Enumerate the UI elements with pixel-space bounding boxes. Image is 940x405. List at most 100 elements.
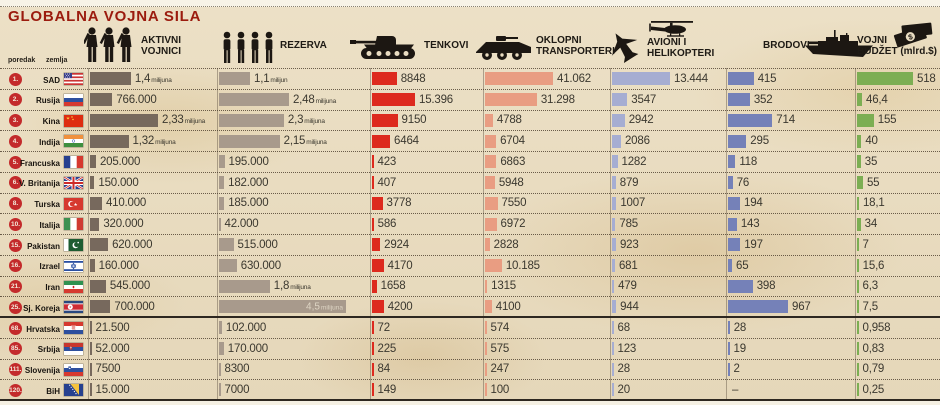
transp-value: 6972 — [500, 218, 526, 231]
air-value: 13.444 — [674, 72, 708, 85]
air-cell: 2942 — [612, 111, 654, 131]
tanks-cell: 72 — [372, 318, 390, 338]
air-cell: 785 — [612, 214, 638, 234]
column-separator — [483, 68, 484, 400]
transp-value: 31.298 — [540, 93, 575, 106]
ships-value: – — [732, 383, 739, 396]
air-bar — [612, 321, 614, 335]
reserve-value: 515.000 — [237, 238, 278, 251]
column-separator — [88, 68, 89, 400]
tanks-bar — [372, 362, 374, 376]
transp-value: 5948 — [498, 176, 524, 189]
ships-cell: 118 — [728, 152, 757, 172]
ships-value: 2 — [733, 363, 740, 376]
transp-bar — [485, 72, 553, 86]
active-cell: 620.000 — [90, 235, 152, 255]
budget-column-header: VOJNI BUDŽET (mlrd.$) — [857, 35, 937, 57]
rank-badge: 25. — [9, 300, 22, 314]
air-value: 123 — [617, 342, 637, 355]
reserve-unit: milijuna — [304, 118, 325, 126]
air-bar — [612, 155, 618, 169]
country-column-label: zemlja — [46, 57, 68, 64]
tanks-value: 4200 — [387, 300, 413, 313]
si-flag-icon — [64, 363, 83, 376]
transp-value: 41.062 — [557, 72, 591, 85]
ships-value: 295 — [750, 135, 769, 148]
rank-badge: 68. — [9, 321, 22, 335]
air-bar — [612, 238, 616, 252]
country-name: Hrvatska — [26, 324, 60, 334]
table-body: 1. SAD 1,4milijuna 1,1milijun 8848 41.062 13… — [0, 68, 940, 401]
table-row: 15. Pakistan 620.000 515.000 2924 2828 923 19… — [0, 235, 940, 256]
tanks-bar — [372, 238, 381, 252]
transp-bar — [485, 362, 487, 376]
tanks-bar — [372, 176, 374, 190]
reserve-cell: 102.000 — [219, 318, 266, 338]
budget-bar — [857, 238, 859, 252]
budget-value: 15,6 — [862, 259, 885, 272]
active-cell: 766.000 — [90, 90, 157, 110]
tank-icon — [350, 36, 415, 59]
ships-bar — [728, 259, 733, 273]
reserve-bar — [219, 238, 234, 252]
budget-bar — [857, 176, 863, 190]
reserve-value: 2,3milijuna — [287, 114, 325, 127]
country-name: V. Britanija — [18, 179, 60, 189]
rank-badge: 111. — [9, 363, 22, 376]
budget-bar — [857, 362, 859, 376]
tanks-bar — [372, 217, 374, 231]
rank-badge: 21. — [9, 280, 22, 293]
in-flag-icon — [64, 135, 83, 148]
ships-cell: 194 — [728, 194, 763, 214]
tanks-value: 149 — [377, 383, 397, 396]
budget-cell: 7,5 — [857, 297, 878, 316]
country-name: Italija — [39, 220, 60, 230]
tanks-cell: 1658 — [372, 277, 406, 297]
ships-bar — [728, 321, 730, 335]
cn-flag-icon — [64, 114, 83, 127]
table-row: 2. Rusija 766.000 2,48milijuna 15.396 31.29… — [0, 90, 940, 111]
transp-cell: 41.062 — [485, 69, 591, 89]
ships-cell: 28 — [728, 318, 746, 338]
transp-bar — [485, 196, 498, 210]
reserve-bar — [219, 113, 284, 127]
transp-value: 4100 — [495, 300, 521, 313]
tanks-bar — [372, 259, 384, 273]
air-cell: 879 — [612, 173, 639, 193]
transp-bar — [485, 134, 497, 148]
tanks-cell: 84 — [372, 360, 390, 380]
transp-cell: 574 — [485, 318, 509, 338]
active-value: 205.000 — [99, 155, 141, 168]
reserve-bar — [219, 72, 251, 86]
reserve-unit: milijuna — [315, 97, 337, 105]
reserve-bar — [219, 362, 221, 376]
column-separator — [370, 68, 371, 400]
reserve-cell: 8300 — [219, 360, 249, 380]
ships-bar — [728, 279, 753, 293]
helicopter-icon — [649, 21, 693, 37]
reserve-value: 2,48milijuna — [292, 93, 337, 106]
tanks-value: 84 — [377, 363, 391, 376]
budget-bar — [857, 72, 913, 86]
budget-value: 55 — [866, 176, 880, 189]
budget-cell: 46,4 — [857, 90, 888, 110]
air-value: 1282 — [621, 155, 647, 168]
tanks-value: 4170 — [387, 259, 413, 272]
column-separator — [217, 68, 218, 400]
budget-value: 6,3 — [862, 280, 879, 293]
tanks-value: 1658 — [380, 280, 406, 293]
budget-bar — [857, 217, 861, 231]
budget-bar — [857, 196, 859, 210]
active-bar — [90, 279, 106, 293]
tanks-bar — [372, 383, 374, 397]
air-value: 681 — [618, 259, 638, 272]
active-cell: 320.000 — [90, 214, 144, 234]
ships-bar — [728, 238, 741, 252]
table-row: 111. Slovenija 7500 8300 84 247 28 2 0,79 — [0, 360, 940, 381]
air-bar — [612, 217, 616, 231]
kp-flag-icon — [64, 301, 83, 314]
column-separator — [610, 68, 611, 400]
active-value: 545.000 — [109, 280, 151, 293]
active-bar — [90, 321, 92, 335]
budget-value: 0,958 — [862, 321, 891, 334]
